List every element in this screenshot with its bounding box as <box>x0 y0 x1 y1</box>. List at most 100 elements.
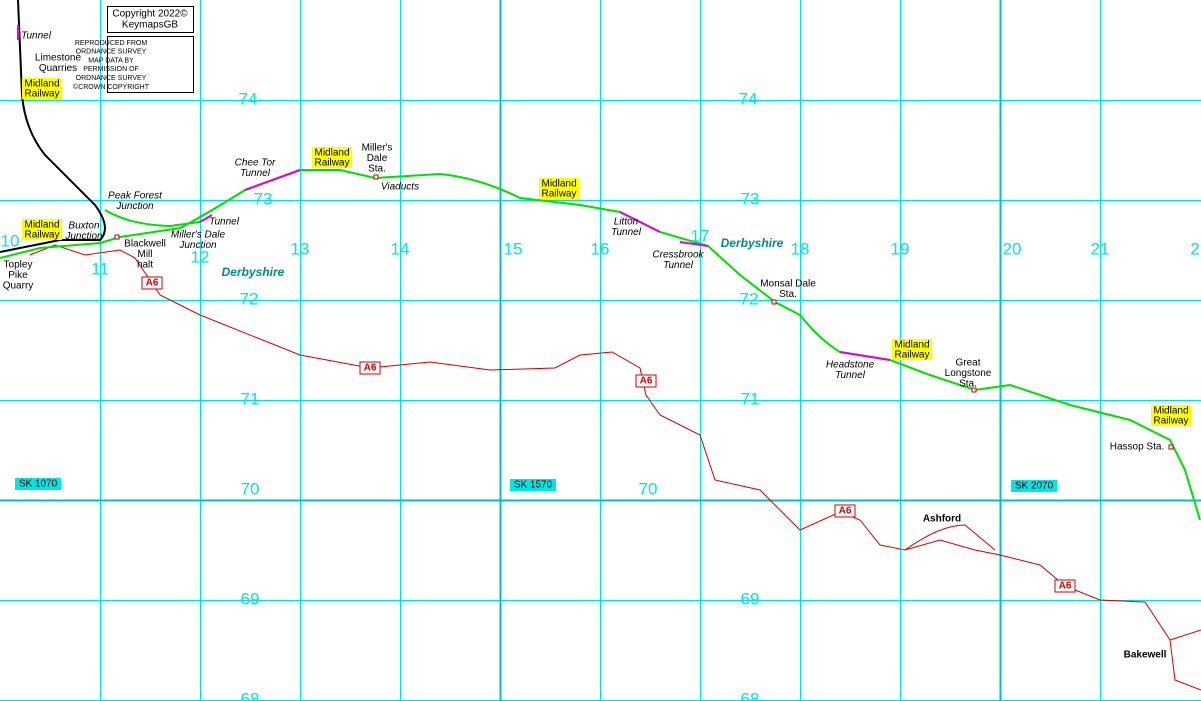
copyright: Copyright 2022© <box>112 9 188 20</box>
railway-label: Railway <box>314 158 349 169</box>
easting-label: 19 <box>891 239 910 258</box>
place-label: Monsal Dale <box>760 279 816 290</box>
place-label: Junction <box>178 240 217 251</box>
place-label: Miller's Dale <box>171 230 226 241</box>
place-label: Sta. <box>959 379 977 390</box>
easting-label: 16 <box>591 239 610 258</box>
place-label: Tunnel <box>611 227 642 238</box>
place-label: halt <box>137 260 153 271</box>
northing-label: 69 <box>241 589 260 608</box>
place-label: Headstone <box>826 360 875 371</box>
sheet-label: SK 2070 <box>1015 481 1054 492</box>
place-label: Pike <box>8 270 28 281</box>
northing-label: 68 <box>241 689 260 701</box>
sheet-label: SK 1570 <box>514 480 553 491</box>
northing-label: 70 <box>639 479 658 498</box>
sheet-box <box>15 478 61 490</box>
place-label: Quarries <box>39 63 77 74</box>
railway-label: Midland <box>314 148 349 159</box>
place-label: Derbyshire <box>721 236 784 250</box>
railway-label-box <box>539 178 579 199</box>
northing-label: 74 <box>239 89 258 108</box>
copyright-notice: ORDNANCE SURVEY <box>76 75 147 82</box>
easting-label: 20 <box>1003 239 1022 258</box>
railway-label: Railway <box>24 230 59 241</box>
copyright-box: Copyright 2022© KeymapsGB <box>107 6 194 93</box>
place-label: Tunnel <box>21 31 52 42</box>
easting-label: 14 <box>391 239 410 258</box>
northing-label: 71 <box>741 389 760 408</box>
railway-label: Midland <box>24 220 59 231</box>
railway-label-box <box>1151 405 1191 426</box>
place-label: Great <box>955 358 980 369</box>
stations <box>114 174 1174 450</box>
road-label: A6 <box>1059 581 1072 592</box>
place-label: Sta. <box>779 289 797 300</box>
railway-label: Railway <box>541 189 576 200</box>
railway-label-box <box>22 219 62 240</box>
place-label: Cressbrook <box>652 250 704 261</box>
place-label: Dale <box>367 153 388 164</box>
railway-label: Railway <box>1153 416 1188 427</box>
easting-label: 11 <box>91 259 109 278</box>
place-label: Buxton <box>68 221 100 232</box>
easting-label: 17 <box>691 226 710 245</box>
road-label: A6 <box>364 363 377 374</box>
place-label: Peak Forest <box>108 191 163 202</box>
road-label: A6 <box>146 278 159 289</box>
place-label: Longstone <box>945 368 992 379</box>
copyright: KeymapsGB <box>122 20 178 31</box>
place-label: Hassop Sta. <box>1110 442 1164 453</box>
copyright-notice: REPRODUCED FROM <box>75 40 148 47</box>
easting-label: 2 <box>1190 239 1199 258</box>
copyright-notice: MAP DATA BY <box>88 57 134 64</box>
road-box <box>1054 579 1076 593</box>
easting-label: 10 <box>1 231 20 250</box>
northing-label: 73 <box>741 189 760 208</box>
road-box <box>635 374 657 388</box>
place-label: Litton <box>614 217 639 228</box>
place-label: Bakewell <box>1124 650 1167 661</box>
railway <box>0 0 1201 521</box>
place-label: Ashford <box>923 514 961 525</box>
northing-label: 74 <box>739 89 758 108</box>
railway-label-box <box>312 147 352 168</box>
place-label: Junction <box>64 231 103 242</box>
place-label: Blackwell <box>124 239 166 250</box>
railway-label: Midland <box>541 179 576 190</box>
place-label: Topley <box>4 260 33 271</box>
northing-label: 72 <box>740 289 759 308</box>
sheet-box <box>1011 480 1057 492</box>
easting-label: 13 <box>291 239 310 258</box>
road-box <box>141 276 163 290</box>
place-label: Sta. <box>368 164 386 175</box>
sheet-box <box>510 479 556 491</box>
place-label: Quarry <box>3 281 34 292</box>
road-label: A6 <box>839 506 852 517</box>
place-label: Tunnel <box>835 370 866 381</box>
railway-label-box <box>22 78 62 99</box>
road-box <box>834 504 856 518</box>
place-label: Tunnel <box>240 168 271 179</box>
road-label: A6 <box>640 376 653 387</box>
northing-label: 69 <box>741 589 760 608</box>
railway-label: Railway <box>24 89 59 100</box>
place-label: Miller's <box>362 143 393 154</box>
easting-label: 21 <box>1091 239 1110 258</box>
place-label: Derbyshire <box>222 265 285 279</box>
place-label: Limestone <box>35 53 82 64</box>
railway-label: Midland <box>1153 406 1188 417</box>
railway-label: Midland <box>24 79 59 90</box>
easting-label: 12 <box>191 247 210 266</box>
place-label: Chee Tor <box>235 158 276 169</box>
road-box <box>359 361 381 375</box>
place-label: Mill <box>138 249 153 260</box>
railway-label: Midland <box>894 340 929 351</box>
northing-label: 73 <box>254 189 273 208</box>
northing-label: 72 <box>240 289 259 308</box>
northing-label: 71 <box>241 389 260 408</box>
northing-label: 68 <box>741 689 760 701</box>
copyright-notice: PERMISSION OF <box>83 66 139 73</box>
